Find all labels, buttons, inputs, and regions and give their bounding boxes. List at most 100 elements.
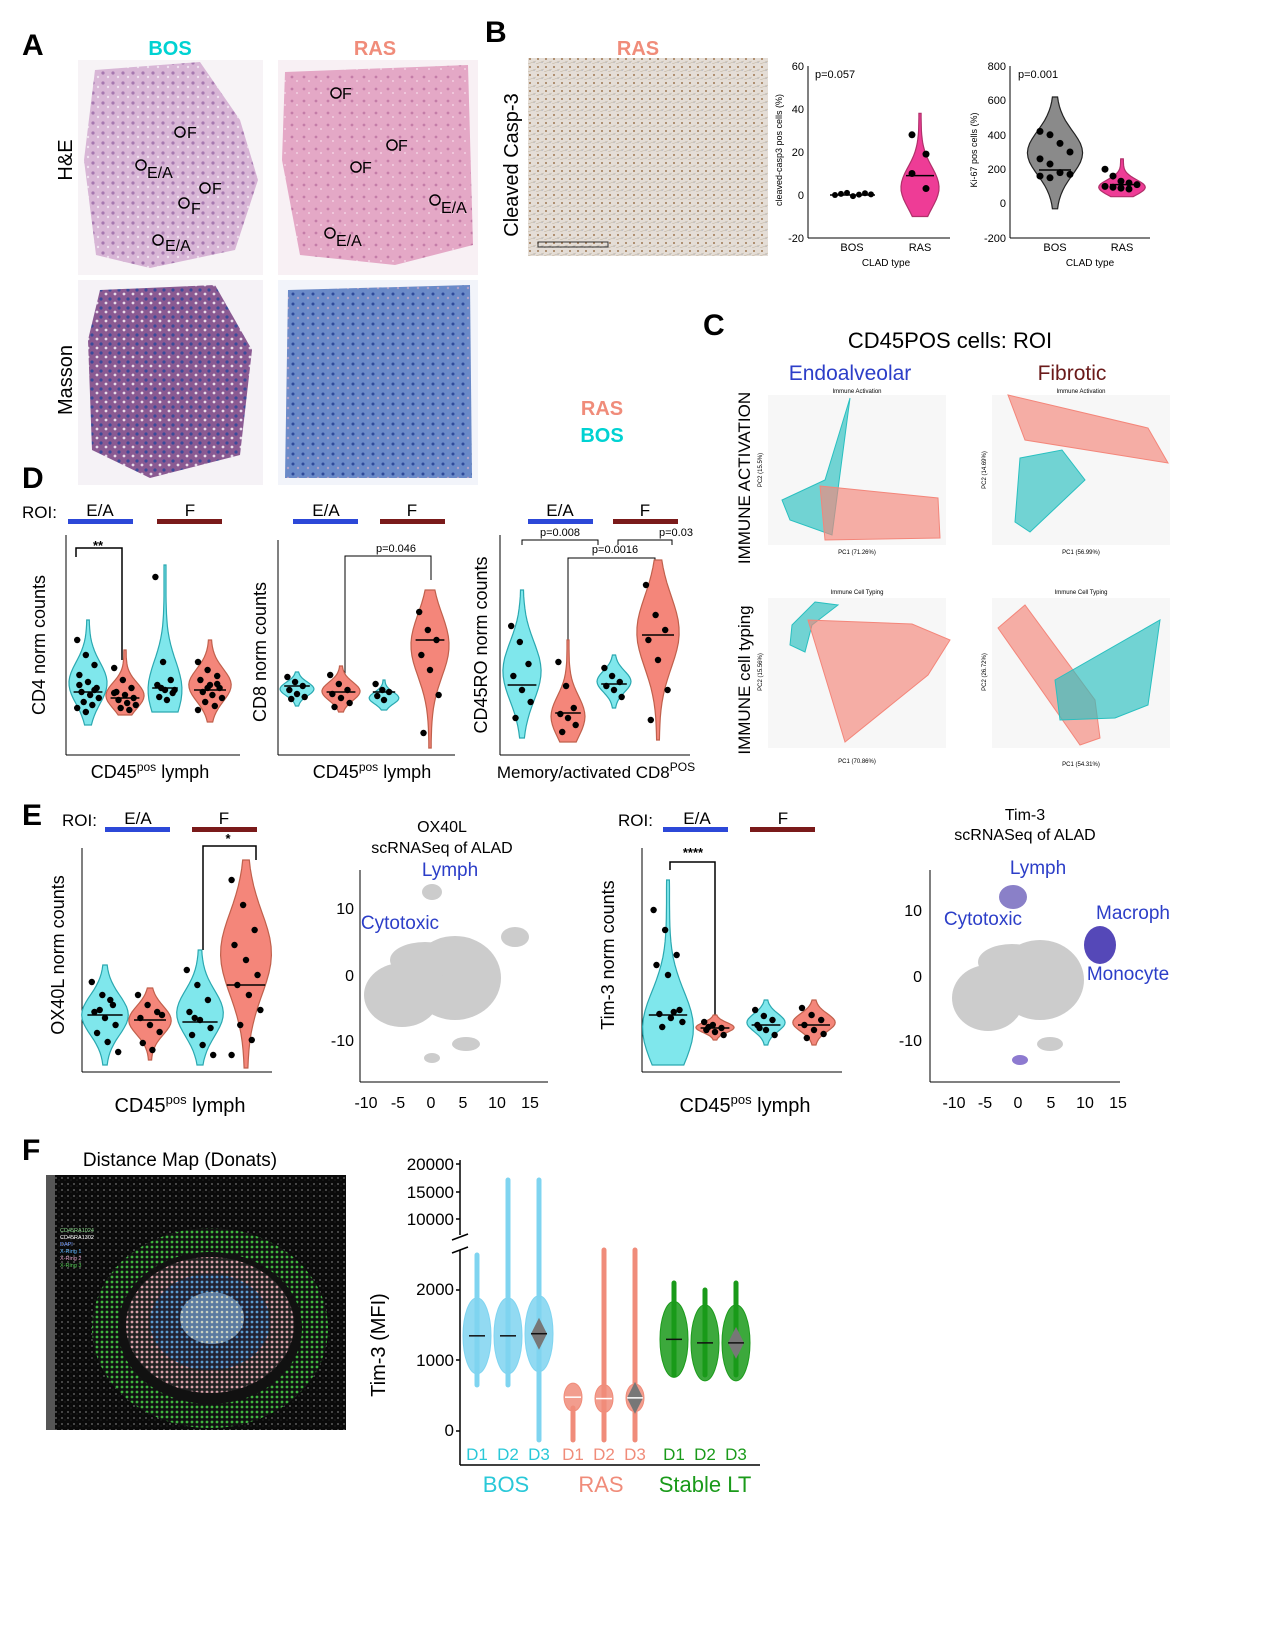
data-point: [196, 1016, 204, 1024]
roi-label: F: [342, 86, 352, 103]
panel-d: D ROI: E/A F E/A F E/A F CD4 norm counts…: [22, 462, 695, 782]
data-point: [158, 1011, 166, 1019]
x-tick: -10: [942, 1095, 965, 1112]
data-point: [237, 1021, 244, 1029]
x-label: CD45pos lymph: [114, 1092, 245, 1117]
y-tick: 0: [1000, 198, 1006, 210]
data-point: [1066, 148, 1074, 156]
panel-a: A BOS RAS H&E Masson F E/A F F E/A F F: [22, 29, 624, 485]
pc1-label: PC1 (70.86%): [838, 759, 876, 765]
roi-ea: E/A: [546, 501, 574, 520]
violin: [219, 859, 273, 1069]
y-label: cleaved-casp3 pos cells (%): [774, 94, 784, 206]
y-tick: 0: [798, 190, 804, 202]
pc2-label: PC2 (15.5%): [758, 453, 764, 487]
data-point: [301, 693, 308, 701]
data-point: [508, 622, 515, 630]
col-fibrotic: Fibrotic: [1038, 362, 1107, 385]
data-point: [555, 658, 562, 666]
data-point: [1036, 172, 1044, 180]
data-point: [380, 696, 388, 704]
data-point: [86, 691, 94, 699]
data-point: [527, 698, 534, 706]
cluster: [452, 1037, 480, 1051]
data-point: [89, 701, 96, 709]
cd4-plot: CD4 norm counts CD45pos lymph **: [29, 535, 240, 782]
data-point: [171, 686, 178, 694]
violin: [746, 999, 786, 1046]
pc2-label: PC2 (15.56%): [758, 653, 764, 691]
data-point: [1066, 170, 1074, 178]
x-tick: 5: [459, 1095, 468, 1112]
bos-masson-tissue: [88, 285, 252, 478]
violin: [321, 665, 361, 713]
axis-break: [451, 1246, 469, 1254]
data-point: [299, 682, 306, 690]
x-label: CLAD type: [862, 258, 911, 269]
data-point: [331, 703, 338, 711]
donor-label: D1: [562, 1445, 584, 1464]
umap-ox40l: OX40L scRNASeq of ALAD 10 0 -10 -10 -5 0…: [331, 819, 548, 1112]
data-point: [104, 1038, 111, 1046]
col-endoalveolar: Endoalveolar: [789, 362, 912, 385]
roi-f: F: [640, 501, 650, 520]
roi-label: F: [212, 181, 222, 198]
y-tick: -10: [331, 1033, 354, 1050]
e2-roi-headers: E/A F: [663, 809, 815, 832]
panel-c: C CD45POS cells: ROI Endoalveolar Fibrot…: [703, 309, 1170, 768]
data-point: [146, 1021, 154, 1029]
y-tick: 1000: [416, 1351, 454, 1370]
data-point: [769, 1016, 776, 1024]
data-point: [242, 956, 250, 964]
ras-masson-tissue: [285, 285, 472, 478]
roi-f-bar: [380, 519, 445, 524]
cluster-label-cytotoxic: Cytotoxic: [361, 913, 439, 934]
data-point: [293, 690, 301, 698]
x-tick: 0: [1014, 1095, 1023, 1112]
data-point: [126, 706, 133, 714]
cluster: [1037, 1037, 1063, 1051]
umap-clusters: [952, 940, 1084, 1065]
data-point: [327, 671, 334, 679]
roi-f: F: [219, 809, 229, 828]
data-point: [618, 693, 625, 701]
data-point: [570, 704, 577, 712]
lymph-cluster-highlight: [999, 885, 1027, 909]
data-point: [435, 691, 442, 699]
data-point: [286, 686, 293, 694]
subplot-title: Immune Cell Typing: [1055, 590, 1108, 596]
data-point: [214, 680, 221, 688]
data-point: [803, 1034, 810, 1042]
p-value: p=0.001: [1018, 69, 1058, 81]
data-point: [616, 678, 623, 686]
data-point: [337, 694, 345, 702]
data-point: [111, 664, 118, 672]
data-point: [810, 1026, 818, 1034]
roi-ea-bar: [68, 519, 133, 524]
violin: [792, 999, 836, 1046]
cluster: [424, 1053, 440, 1063]
subplot-title: Immune Cell Typing: [831, 590, 884, 596]
donor-label: D2: [497, 1445, 519, 1464]
data-point: [661, 926, 669, 934]
cluster-label-macroph: Macroph: [1096, 903, 1170, 924]
donor-label: D3: [624, 1445, 646, 1464]
image-border: [46, 1175, 55, 1430]
data-point: [642, 581, 650, 589]
data-point: [1101, 165, 1109, 173]
y-label: CD45RO norm counts: [471, 556, 491, 733]
y-tick: 10000: [407, 1210, 454, 1229]
group-label-bos: BOS: [483, 1472, 529, 1497]
data-point: [245, 991, 253, 999]
donor-label: D1: [466, 1445, 488, 1464]
data-point: [78, 688, 85, 696]
x-cat: BOS: [1043, 242, 1066, 254]
axis-break: [451, 1233, 469, 1241]
data-point: [329, 690, 336, 698]
data-point: [1046, 131, 1054, 139]
x-cat: RAS: [909, 242, 932, 254]
scale-bar: [537, 241, 609, 248]
y-tick: 15000: [407, 1183, 454, 1202]
data-point: [433, 636, 440, 644]
data-point: [572, 721, 579, 729]
